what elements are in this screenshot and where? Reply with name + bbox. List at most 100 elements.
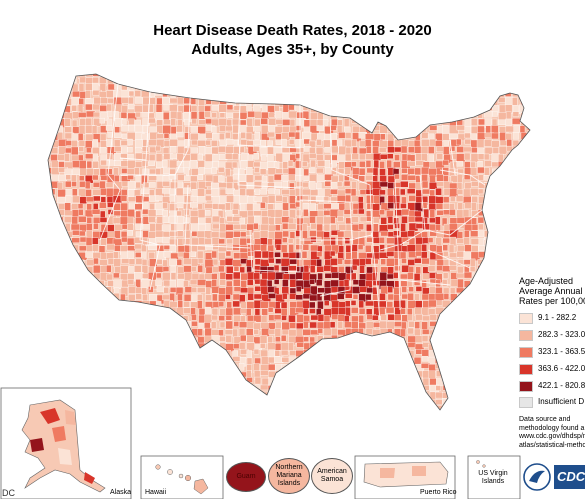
county-cell (58, 329, 68, 338)
county-cell (449, 392, 459, 399)
county-cell (421, 139, 431, 148)
county-cell (400, 399, 407, 407)
county-cell (358, 336, 367, 346)
county-cell (330, 189, 339, 195)
county-cell (303, 369, 313, 377)
county-cell (379, 90, 387, 99)
county-cell (71, 146, 79, 156)
county-cell (168, 215, 178, 224)
county-cell (140, 188, 150, 194)
county-cell (191, 118, 197, 125)
county-cell (329, 84, 338, 90)
county-cell (282, 202, 289, 212)
county-cell (191, 168, 199, 176)
legend-label: 282.3 - 323.0 (538, 330, 585, 339)
county-cell (85, 189, 92, 197)
county-cell (282, 223, 289, 230)
county-cell (148, 348, 159, 358)
county-cell (64, 363, 71, 372)
county-cell (359, 371, 369, 379)
county-cell (211, 112, 217, 118)
county-cell (218, 294, 226, 302)
county-cell (505, 125, 515, 133)
county-cell (246, 357, 253, 366)
county-cell (401, 377, 410, 385)
county-cell (86, 376, 93, 384)
county-cell (449, 369, 458, 380)
county-cell (50, 217, 58, 225)
county-cell (246, 103, 252, 112)
county-cell (85, 103, 93, 111)
county-cell (296, 363, 306, 370)
county-cell (107, 280, 114, 287)
county-cell (435, 104, 444, 112)
county-cell (288, 110, 298, 119)
county-cell (175, 187, 184, 197)
county-cell (281, 356, 291, 363)
county-cell (282, 210, 289, 217)
county-cell (491, 405, 497, 410)
county-cell (303, 376, 311, 387)
county-cell (442, 272, 449, 279)
county-cell (254, 188, 261, 195)
county-cell (421, 391, 427, 399)
county-cell (114, 132, 122, 138)
county-cell (106, 314, 115, 321)
county-cell (520, 215, 530, 222)
county-cell (323, 74, 330, 77)
county-cell (70, 328, 78, 336)
county-cell (261, 308, 268, 316)
county-cell (506, 405, 515, 410)
county-cell (415, 97, 421, 107)
county-cell (92, 189, 102, 196)
county-cell (48, 293, 52, 301)
county-cell (182, 188, 191, 194)
county-cell (134, 356, 142, 364)
county-cell (350, 357, 359, 366)
county-cell (176, 328, 184, 336)
county-cell (51, 252, 58, 259)
county-cell (204, 105, 211, 113)
county-cell (372, 314, 379, 321)
county-cell (400, 223, 406, 232)
county-cell (51, 174, 60, 182)
county-cell (121, 315, 130, 325)
county-cell (296, 90, 302, 99)
county-cell (380, 74, 386, 78)
county-cell (58, 98, 64, 107)
county-cell (450, 398, 460, 406)
county-cell (51, 293, 58, 303)
county-cell (505, 188, 514, 197)
county-cell (386, 362, 396, 371)
county-cell (443, 364, 453, 372)
county-cell (492, 90, 499, 96)
county-cell (513, 224, 522, 231)
county-cell (204, 90, 210, 98)
county-cell (477, 230, 485, 237)
county-cell (176, 259, 183, 266)
county-cell (457, 74, 467, 78)
county-cell (79, 175, 85, 181)
county-cell (525, 174, 530, 181)
county-cell (120, 77, 128, 83)
county-cell (86, 329, 97, 337)
county-cell (491, 278, 501, 288)
county-cell (72, 378, 78, 388)
county-cell (449, 343, 459, 351)
county-cell (372, 167, 379, 177)
county-cell (429, 104, 438, 111)
county-cell (296, 314, 304, 323)
county-cell (295, 252, 302, 259)
county-cell (477, 77, 486, 87)
county-cell (513, 230, 520, 238)
county-cell (485, 125, 491, 134)
county-cell (421, 399, 430, 407)
county-cell (387, 216, 394, 224)
county-cell (51, 74, 59, 76)
county-cell (415, 111, 422, 121)
county-cell (526, 124, 530, 131)
county-cell (337, 385, 344, 395)
county-cell (71, 96, 80, 106)
county-cell (352, 96, 358, 103)
county-cell (421, 280, 427, 289)
